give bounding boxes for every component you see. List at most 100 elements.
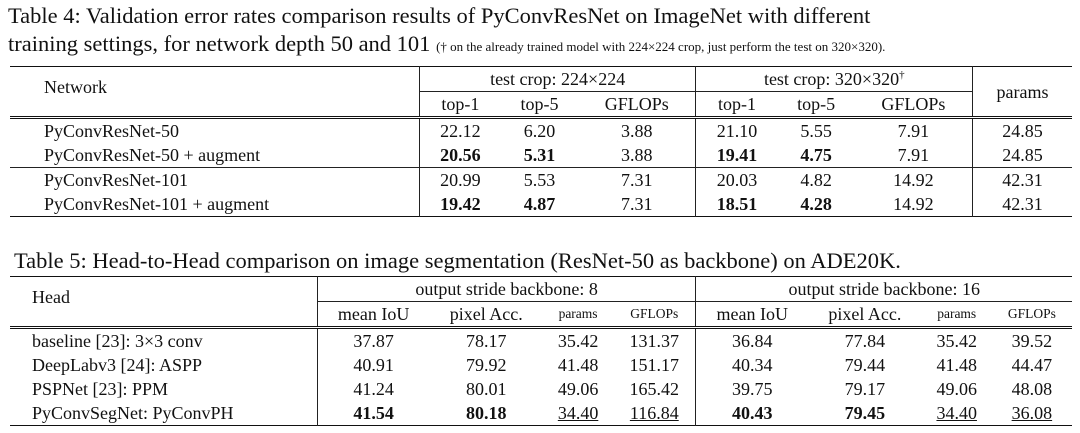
cell: 19.41: [716, 145, 758, 165]
cell: 18.51: [716, 194, 758, 214]
row-name: PyConvResNet-101 + augment: [10, 192, 420, 217]
cell: 20.56: [440, 145, 481, 165]
table5-subcol: GFLOPs: [613, 301, 697, 328]
cell: 37.87: [353, 331, 394, 351]
row-name: PyConvResNet-50: [10, 117, 420, 143]
cell: 20.99: [440, 170, 481, 190]
table4-subcol: top-1: [441, 94, 480, 114]
dagger-mark: †: [899, 69, 905, 81]
table5-subcol: pixel Acc.: [828, 304, 902, 324]
table4-caption-text: training settings, for network depth 50 …: [8, 31, 431, 56]
cell: 4.75: [800, 145, 832, 165]
cell: 34.40: [557, 403, 599, 423]
table-row: PyConvSegNet: PyConvPH 41.54 80.18 34.40…: [10, 401, 1072, 426]
table-row: DeepLabv3 [24]: ASPP 40.91 79.92 41.48 1…: [10, 353, 1072, 377]
cell: 14.92: [854, 192, 974, 217]
table4-subcol: top-5: [520, 94, 559, 114]
table4-subcol: top-1: [718, 94, 757, 114]
cell: 7.91: [854, 143, 974, 168]
cell: 24.85: [1002, 121, 1043, 141]
cell: 49.06: [557, 379, 599, 399]
cell: 6.20: [523, 121, 556, 141]
table4-caption-line1: Table 4: Validation error rates comparis…: [8, 3, 871, 28]
cell: 24.85: [1002, 145, 1043, 165]
cell: 40.34: [732, 355, 773, 375]
cell: 36.08: [1011, 403, 1053, 423]
table5-subcol: pixel Acc.: [449, 304, 523, 324]
table4-header-group2: test crop: 320×320†: [695, 66, 974, 92]
table4-subcol: GFLOPs: [854, 91, 974, 118]
cell: 116.84: [613, 401, 697, 426]
cell: 4.82: [800, 170, 832, 190]
table-row: PyConvResNet-101 + augment 19.42 4.87 7.…: [10, 192, 1072, 217]
table5-subcol: params: [937, 306, 977, 321]
table-row: baseline [23]: 3×3 conv 37.87 78.17 35.4…: [10, 327, 1072, 353]
table-row: PSPNet [23]: PPM 41.24 80.01 49.06 165.4…: [10, 377, 1072, 401]
table4-header-params: params: [996, 81, 1049, 102]
table5-caption: Table 5: Head-to-Head comparison on imag…: [14, 248, 901, 273]
table4-caption-note: († on the already trained model with 224…: [436, 39, 886, 54]
cell: 19.42: [440, 194, 481, 214]
cell: 21.10: [716, 121, 758, 141]
table4-header-network: Network: [10, 66, 420, 118]
table4-caption-line2: training settings, for network depth 50 …: [8, 30, 885, 60]
cell: 35.42: [936, 331, 977, 351]
table5: Head output stride backbone: 8 output st…: [10, 276, 1072, 426]
table5-subcol: mean IoU: [716, 304, 789, 324]
cell: 44.47: [1011, 355, 1053, 375]
cell: 48.08: [1011, 379, 1053, 399]
cell: 77.84: [844, 331, 886, 351]
cell: 7.31: [578, 192, 697, 217]
row-name: PSPNet [23]: PPM: [10, 377, 318, 401]
cell: 4.87: [523, 194, 556, 214]
cell: 41.54: [353, 403, 394, 423]
cell: 34.40: [936, 403, 977, 423]
cell: 14.92: [854, 167, 974, 192]
cell: 151.17: [613, 353, 697, 377]
cell: 20.03: [716, 170, 758, 190]
cell: 39.52: [1011, 331, 1053, 351]
cell: 49.06: [936, 379, 977, 399]
cell: 40.91: [353, 355, 394, 375]
cell: 40.43: [732, 403, 773, 423]
cell: 41.24: [353, 379, 394, 399]
table5-subcol: GFLOPs: [1007, 306, 1056, 321]
table5-header-head: Head: [10, 276, 318, 328]
table-row: PyConvResNet-50 + augment 20.56 5.31 3.8…: [10, 143, 1072, 168]
cell: 5.31: [523, 145, 556, 165]
cell: 80.18: [465, 403, 507, 423]
cell: 3.88: [578, 143, 697, 168]
table5-header-group1: output stride backbone: 8: [317, 276, 697, 302]
cell: 4.28: [800, 194, 832, 214]
table4-subcol: GFLOPs: [578, 91, 697, 118]
cell: 39.75: [732, 379, 773, 399]
cell: 131.37: [613, 327, 697, 353]
cell: 5.55: [800, 121, 832, 141]
table4: Network test crop: 224×224 test crop: 32…: [10, 66, 1072, 217]
cell: 7.91: [854, 117, 974, 143]
cell: 79.17: [844, 379, 886, 399]
cell: 5.53: [523, 170, 556, 190]
cell: 3.88: [578, 117, 697, 143]
cell: 22.12: [440, 121, 481, 141]
table-row: PyConvResNet-101 20.99 5.53 7.31 20.03 4…: [10, 167, 1072, 192]
table4-header-group2-text: test crop: 320×320: [763, 69, 900, 89]
row-name: PyConvResNet-101: [10, 167, 420, 192]
table-row: PyConvResNet-50 22.12 6.20 3.88 21.10 5.…: [10, 117, 1072, 143]
cell: 41.48: [936, 355, 977, 375]
row-name: PyConvResNet-50 + augment: [10, 143, 420, 168]
cell: 80.01: [465, 379, 507, 399]
row-name: DeepLabv3 [24]: ASPP: [10, 353, 318, 377]
cell: 7.31: [578, 167, 697, 192]
cell: 42.31: [1002, 170, 1043, 190]
table5-subcol: params: [558, 306, 598, 321]
cell: 79.44: [844, 355, 886, 375]
row-name: baseline [23]: 3×3 conv: [10, 327, 318, 353]
cell: 42.31: [1002, 194, 1043, 214]
cell: 165.42: [613, 377, 697, 401]
cell: 79.92: [465, 355, 507, 375]
cell: 78.17: [465, 331, 507, 351]
cell: 79.45: [844, 403, 886, 423]
row-name: PyConvSegNet: PyConvPH: [10, 401, 318, 426]
table4-header-group1: test crop: 224×224: [419, 66, 697, 92]
